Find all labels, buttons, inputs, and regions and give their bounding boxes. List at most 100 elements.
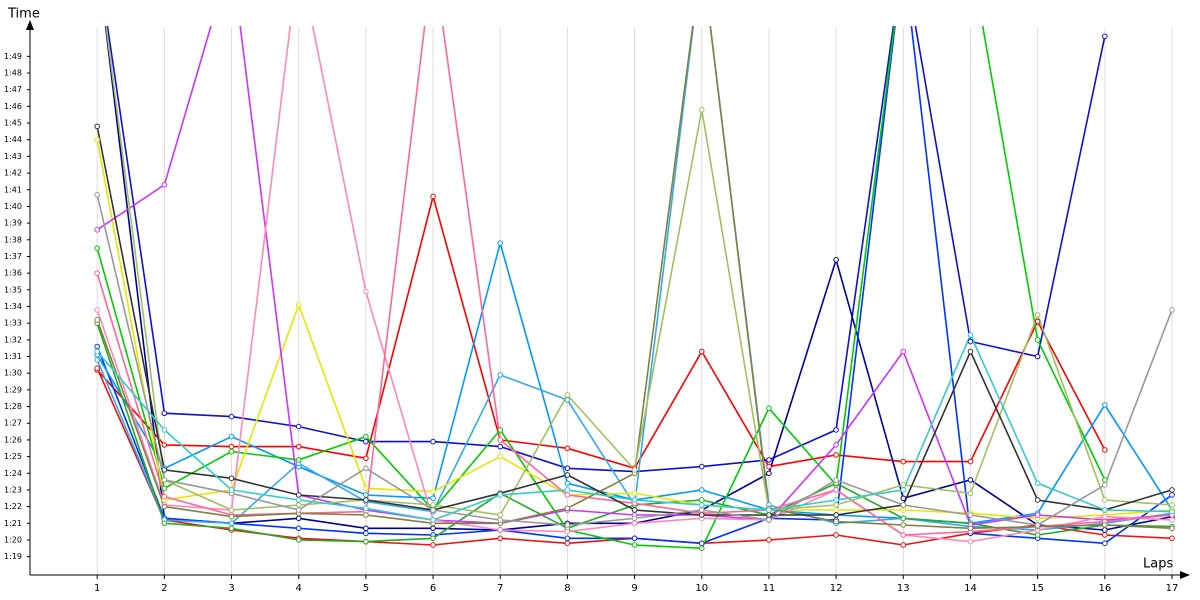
point (631, 467, 638, 473)
point (900, 495, 907, 502)
point (1169, 525, 1175, 532)
point (900, 458, 907, 465)
point (631, 542, 638, 548)
point (900, 532, 907, 538)
point (228, 525, 235, 532)
point (161, 181, 168, 188)
point (1102, 540, 1108, 547)
series-line (106, 26, 1106, 473)
point (430, 542, 436, 548)
point (564, 480, 571, 487)
point (94, 245, 100, 251)
point (430, 502, 436, 508)
point (497, 517, 504, 523)
series-line (96, 26, 1106, 550)
point (1102, 497, 1108, 503)
point (94, 191, 100, 198)
point (497, 443, 504, 450)
point (766, 457, 772, 463)
point (430, 495, 436, 502)
point (833, 512, 839, 518)
point (430, 525, 436, 532)
x-tick-label: 2 (161, 583, 167, 594)
point (766, 463, 772, 470)
point (564, 528, 571, 535)
point (94, 270, 100, 276)
point (161, 503, 168, 510)
x-tick-label: 12 (830, 583, 843, 594)
point (161, 520, 168, 527)
point (833, 257, 839, 263)
point (94, 136, 100, 143)
y-tick-label: 1:26 (4, 435, 22, 444)
point (430, 517, 436, 523)
y-axis-arrow (26, 20, 34, 30)
y-tick-label: 1:19 (4, 552, 22, 561)
point (94, 365, 100, 372)
point (833, 507, 839, 513)
point (833, 487, 839, 493)
point (295, 525, 302, 532)
point (1169, 487, 1175, 493)
point (228, 475, 235, 482)
y-tick-label: 1:45 (4, 119, 22, 128)
point (161, 477, 168, 483)
point (295, 502, 302, 508)
point (564, 392, 571, 398)
point (94, 357, 100, 363)
point (295, 507, 302, 513)
point (363, 438, 369, 445)
point (1034, 337, 1041, 343)
point (1102, 522, 1108, 528)
point (833, 497, 839, 503)
point (766, 507, 772, 513)
point (967, 348, 974, 355)
point (564, 472, 571, 478)
point (564, 492, 571, 498)
point (94, 348, 100, 355)
point (967, 490, 974, 497)
point (833, 532, 839, 538)
point (228, 448, 235, 455)
x-tick-label: 8 (564, 583, 570, 594)
y-tick-label: 1:33 (4, 319, 22, 328)
point (698, 540, 705, 547)
y-tick-label: 1:43 (4, 152, 22, 161)
point (833, 502, 839, 508)
x-tick-label: 6 (430, 583, 436, 594)
y-tick-label: 1:36 (4, 269, 22, 278)
point (295, 302, 302, 308)
point (497, 527, 504, 533)
point (363, 512, 369, 518)
point (363, 455, 369, 462)
x-tick-label: 4 (296, 583, 302, 594)
point (497, 372, 504, 378)
y-tick-label: 1:21 (4, 519, 22, 528)
y-tick-label: 1:31 (4, 352, 22, 361)
y-tick-label: 1:34 (4, 302, 22, 311)
point (1034, 480, 1041, 487)
point (698, 545, 705, 552)
point (967, 525, 974, 532)
point (497, 512, 504, 518)
y-tick-label: 1:24 (4, 469, 22, 478)
point (94, 123, 100, 130)
point (564, 522, 571, 528)
point (1034, 522, 1041, 528)
point (766, 537, 772, 543)
point (900, 515, 907, 522)
point (363, 433, 369, 440)
point (833, 477, 839, 483)
point (564, 465, 571, 472)
point (766, 517, 772, 523)
point (497, 492, 504, 498)
point (295, 537, 302, 543)
y-tick-label: 1:40 (4, 202, 22, 211)
y-tick-label: 1:32 (4, 335, 22, 344)
y-tick-label: 1:44 (4, 135, 22, 144)
point (1102, 477, 1108, 483)
y-tick-label: 1:30 (4, 369, 22, 378)
point (900, 542, 907, 548)
point (295, 497, 302, 503)
